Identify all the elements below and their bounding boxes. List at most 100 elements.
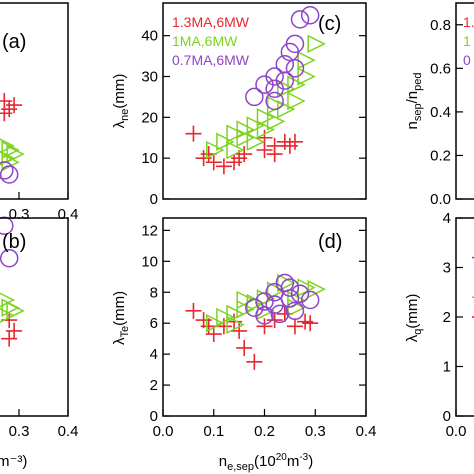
data-point-a-2-1 <box>0 165 19 184</box>
data-point-c-0-7 <box>236 146 253 163</box>
data-point-d-0-8 <box>246 353 263 370</box>
data-point-d-1-0 <box>206 313 225 333</box>
data-point-a-1-3 <box>6 144 25 164</box>
data-point-d-1-14 <box>226 315 245 334</box>
data-point-b-0-2 <box>1 330 18 347</box>
data-point-d-1-7 <box>277 273 296 293</box>
data-point-d-0-0 <box>185 302 202 319</box>
y-tick-label-e-0: 0.0 <box>430 191 451 208</box>
y-tick-label-d-6: 12 <box>141 222 158 239</box>
plot-marks-d <box>185 273 326 370</box>
data-point-c-0-14 <box>266 146 283 163</box>
data-point-c-1-2 <box>226 124 245 143</box>
data-point-d-0-6 <box>231 322 248 339</box>
y-axis-ticks-f: 0 1 2 3 4 <box>443 210 463 425</box>
data-point-a-0-2 <box>0 105 13 122</box>
legend-c: 1.3MA,6MW 1MA,6MW 0.7MA,6MW <box>172 14 250 68</box>
data-point-c-2-9 <box>285 59 305 78</box>
plot-marks-c <box>185 6 326 175</box>
data-point-d-2-9 <box>270 304 289 324</box>
data-point-c-2-2 <box>265 67 284 86</box>
data-point-c-1-0 <box>206 140 225 160</box>
y-tick-label-c-1: 10 <box>141 150 158 167</box>
y-tick-label-c-3: 30 <box>141 69 158 86</box>
data-point-d-2-4 <box>275 273 295 293</box>
data-point-c-1-14 <box>277 79 296 98</box>
data-point-b-2-0 <box>0 216 14 235</box>
data-point-d-0-9 <box>256 318 273 335</box>
data-point-c-1-18 <box>297 67 316 86</box>
y-axis-title-e: nsep/nped <box>404 73 424 130</box>
data-point-b-2-1 <box>0 248 19 268</box>
legend-entry-e-1: 1 <box>463 33 471 49</box>
legend-entry-e-2: 0 <box>463 52 471 68</box>
y-tick-label-f-2: 2 <box>443 309 451 326</box>
data-point-c-1-11 <box>307 34 326 54</box>
y-tick-label-f-0: 0 <box>443 408 451 425</box>
x-axis-ticks-d: 0.0 0.1 0.2 0.3 0.4 <box>153 409 377 440</box>
data-point-c-1-16 <box>236 128 255 147</box>
data-point-d-0-7 <box>236 339 253 356</box>
panel-d: 0 2 4 6 8 10 12 0.0 0.1 0.2 0.3 0.4 (d) λTe(mm) ne… <box>111 217 377 473</box>
panel-label-c: (c) <box>318 13 341 35</box>
y-axis-title-c: λne(mm) <box>111 74 131 129</box>
data-point-b-1-3 <box>6 301 25 321</box>
x-tick-label-f-0: 0.0 <box>446 423 467 440</box>
y-axis-title-f: λq(mm) <box>404 294 424 343</box>
y-tick-label-c-0: 0 <box>150 191 158 208</box>
plot-marks-b <box>0 216 25 347</box>
x-tick-label-d-4: 0.4 <box>356 423 377 440</box>
y-axis-ticks-d: 0 2 4 6 8 10 12 <box>141 222 366 425</box>
y-tick-label-e-2: 0.4 <box>430 104 451 121</box>
y-tick-label-d-1: 2 <box>150 377 158 394</box>
data-point-d-0-14 <box>302 315 319 332</box>
data-point-a-0-0 <box>0 93 13 109</box>
y-tick-label-e-1: 0.2 <box>430 147 451 164</box>
data-point-c-0-9 <box>256 129 273 146</box>
data-point-b-1-2 <box>0 307 15 323</box>
panel-label-d: (d) <box>318 231 342 253</box>
y-tick-label-f-3: 3 <box>443 260 451 277</box>
data-point-c-1-15 <box>226 140 245 160</box>
y-tick-label-d-3: 6 <box>150 315 158 332</box>
data-point-d-2-10 <box>255 306 274 325</box>
y-tick-label-f-4: 4 <box>443 210 451 227</box>
data-point-c-0-13 <box>286 133 303 150</box>
data-point-c-2-8 <box>300 6 320 25</box>
y-axis-title-d: λTe(mm) <box>111 291 131 345</box>
data-point-c-1-8 <box>287 91 306 111</box>
x-tick-label-b-0: 0.3 <box>9 423 30 440</box>
x-tick-label-d-1: 0.1 <box>203 423 224 440</box>
data-point-c-0-3 <box>205 154 222 171</box>
x-tick-label-b-1: 0.4 <box>58 423 79 440</box>
data-point-a-2-0 <box>0 161 14 180</box>
data-point-d-2-5 <box>280 289 300 308</box>
data-point-a-1-0 <box>0 138 15 154</box>
data-point-d-0-12 <box>286 318 303 335</box>
data-point-c-1-10 <box>297 50 316 70</box>
data-point-c-2-11 <box>265 91 284 111</box>
y-tick-label-d-5: 10 <box>141 253 158 270</box>
x-axis-title-fragment-b: m⁻³) <box>0 453 27 470</box>
plot-frame-e <box>455 2 474 200</box>
x-tick-label-d-0: 0.0 <box>153 423 174 440</box>
x-tick-label-d-3: 0.3 <box>305 423 326 440</box>
data-point-a-1-1 <box>1 140 20 160</box>
data-point-c-2-7 <box>290 10 310 29</box>
data-point-c-1-1 <box>216 132 235 152</box>
data-point-c-1-17 <box>246 132 266 152</box>
data-point-c-2-0 <box>245 87 264 107</box>
legend-entry-c-0: 1.3MA,6MW <box>172 14 250 30</box>
panel-label-b: (b) <box>2 231 26 253</box>
panel-e: 0.00.20.40.60.8 1.10 nsep/nped <box>404 2 474 208</box>
plot-marks-a <box>0 93 25 184</box>
y-tick-label-d-2: 4 <box>150 346 158 363</box>
data-point-c-2-10 <box>275 71 295 90</box>
data-point-d-1-2 <box>226 304 245 324</box>
panel-a: 0.3 0.4 (a) <box>0 2 78 223</box>
x-axis-ticks-b: 0.3 0.4 <box>9 409 79 440</box>
data-point-c-0-4 <box>215 158 232 175</box>
y-tick-label-e-3: 0.6 <box>430 60 451 77</box>
data-point-a-0-3 <box>6 97 23 114</box>
